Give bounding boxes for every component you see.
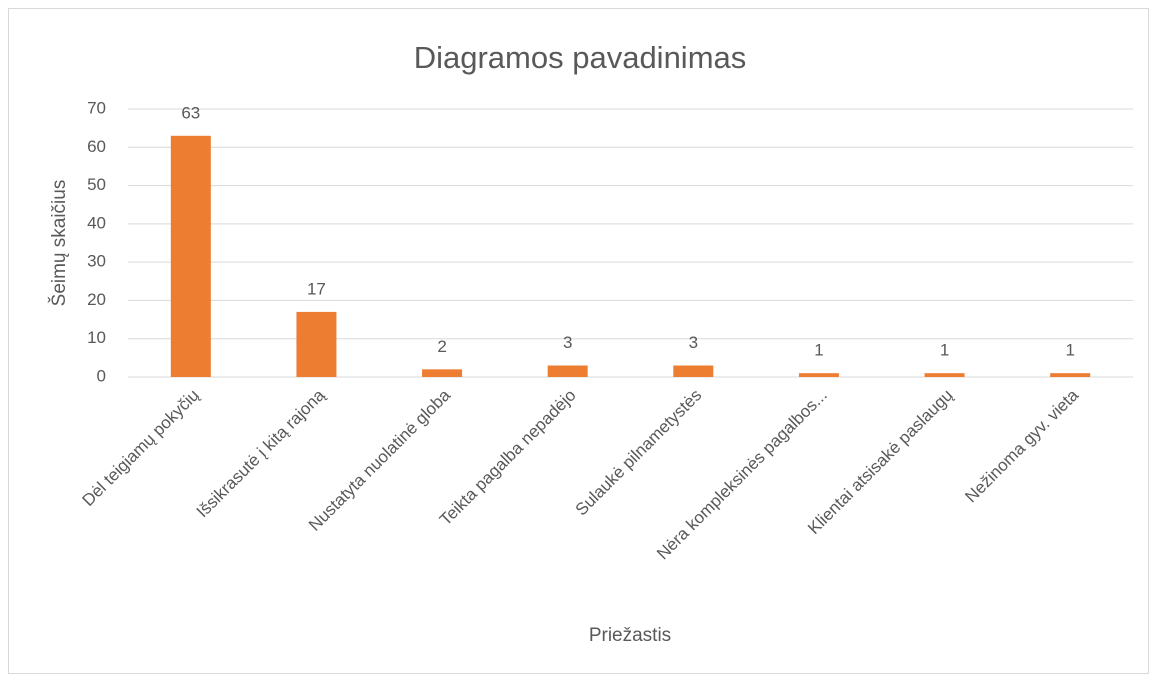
bar — [924, 373, 965, 377]
y-tick-label: 40 — [87, 213, 106, 232]
bar — [673, 365, 714, 377]
y-axis-label: Šeimų skaičius — [48, 180, 70, 307]
y-tick-label: 30 — [87, 252, 106, 271]
chart-title: Diagramos pavadinimas — [414, 40, 747, 75]
bar — [422, 369, 463, 377]
y-tick-label: 10 — [87, 328, 106, 347]
y-tick-label: 20 — [87, 290, 106, 309]
y-tick-label: 60 — [87, 137, 106, 156]
data-label: 1 — [814, 341, 823, 360]
y-tick-label: 70 — [87, 98, 106, 117]
data-label: 1 — [940, 341, 949, 360]
data-label: 2 — [437, 337, 446, 356]
data-label: 3 — [563, 333, 572, 352]
x-axis-label: Priežastis — [589, 625, 671, 646]
bar — [296, 311, 337, 377]
data-label: 17 — [307, 279, 326, 298]
data-label: 1 — [1065, 341, 1074, 360]
y-tick-label: 0 — [97, 366, 106, 385]
bar — [170, 135, 211, 377]
data-label: 63 — [181, 103, 200, 122]
data-label: 3 — [689, 333, 698, 352]
bar — [1050, 373, 1091, 377]
y-tick-label: 50 — [87, 175, 106, 194]
bar — [547, 365, 588, 377]
bar — [798, 373, 839, 377]
